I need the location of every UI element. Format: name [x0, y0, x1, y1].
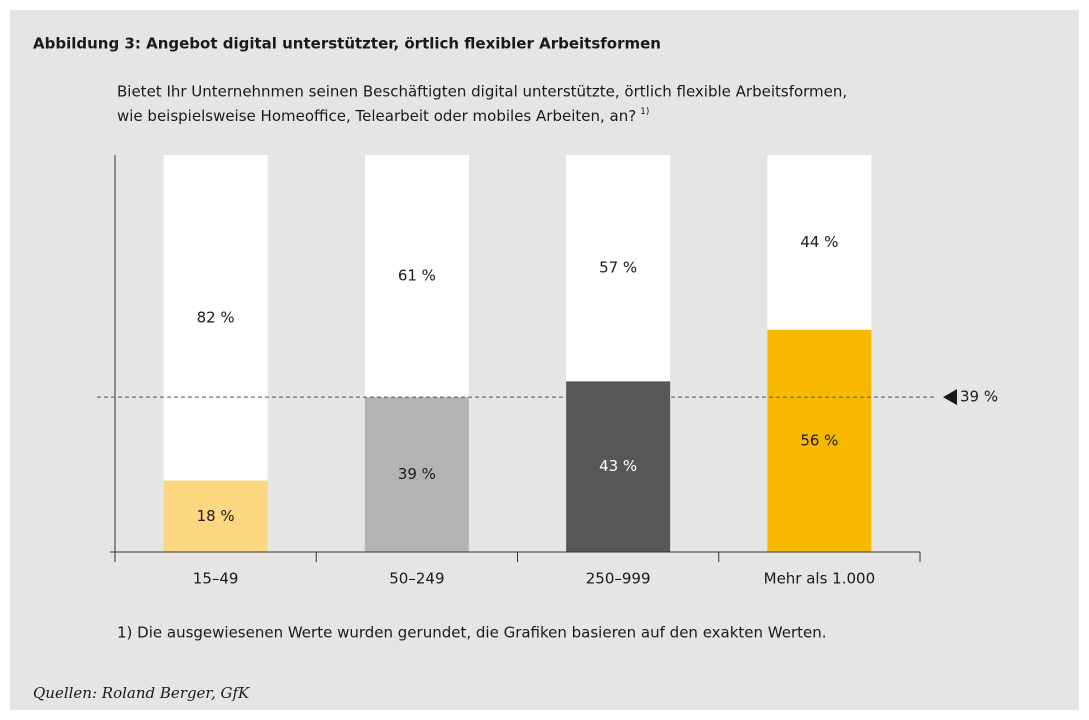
bar-segment [163, 480, 268, 552]
bar-segment [364, 155, 469, 398]
value-label: 43 % [599, 457, 637, 475]
bar-segment [566, 381, 671, 552]
x-tick-label: 15–49 [193, 570, 239, 588]
value-label: 82 % [197, 308, 235, 326]
source: Quellen: Roland Berger, GfK [33, 684, 250, 702]
footnote-marker: 1) [640, 107, 649, 117]
value-label: 57 % [599, 259, 637, 277]
chart-title: Abbildung 3: Angebot digital unterstützt… [33, 35, 661, 53]
value-label: 61 % [398, 267, 436, 285]
bar-segment [767, 329, 872, 552]
value-label: 39 % [398, 465, 436, 483]
subtitle: Bietet Ihr Unternehnmen seinen Beschäfti… [117, 83, 847, 101]
value-label: 44 % [800, 233, 838, 251]
value-label: 18 % [197, 507, 235, 525]
reference-label: 39 % [960, 388, 998, 406]
x-tick-label: 50–249 [389, 570, 444, 588]
value-label: 56 % [800, 431, 838, 449]
footnote: 1) Die ausgewiesenen Werte wurden gerund… [117, 624, 827, 642]
bar-segment [566, 155, 671, 382]
reference-marker [943, 389, 957, 406]
subtitle-line: wie beispielsweise Homeoffice, Telearbei… [117, 107, 636, 125]
bar-segment [364, 397, 469, 552]
bar-segment [767, 155, 872, 330]
bar-segment [163, 155, 268, 481]
x-tick-label: 250–999 [586, 570, 651, 588]
subtitle: wie beispielsweise Homeoffice, Telearbei… [117, 107, 649, 125]
x-tick-label: Mehr als 1.000 [764, 570, 876, 588]
